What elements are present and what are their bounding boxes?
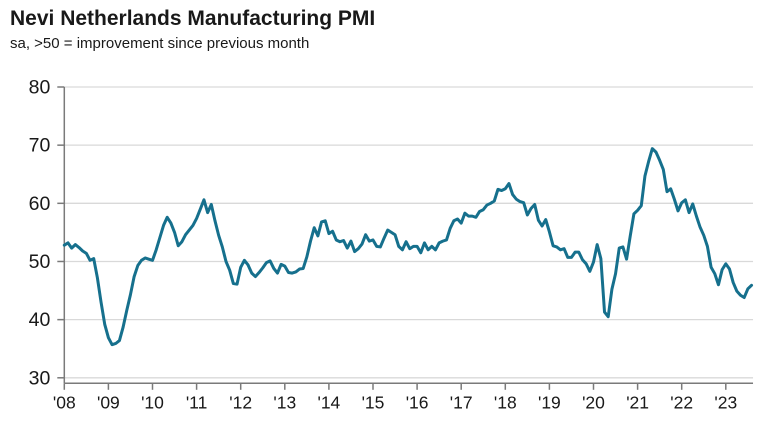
x-axis-label: '17 (450, 392, 473, 412)
x-axis-label: '18 (494, 392, 517, 412)
x-axis-label: '19 (538, 392, 561, 412)
y-axis-label: 40 (29, 309, 51, 331)
pmi-series-line (62, 147, 754, 347)
y-axis-label: 50 (29, 251, 51, 273)
y-axis-label: 70 (29, 135, 51, 157)
x-axis-label: '10 (141, 392, 164, 412)
x-axis-label: '23 (714, 392, 737, 412)
x-axis-label: '16 (406, 392, 429, 412)
x-axis-label: '09 (97, 392, 120, 412)
y-axis-label: 30 (29, 367, 51, 389)
x-axis-label: '14 (317, 392, 340, 412)
x-axis-label: '20 (582, 392, 605, 412)
y-axis-label: 60 (29, 193, 51, 215)
x-axis-label: '21 (626, 392, 649, 412)
x-axis-label: '11 (186, 392, 208, 412)
chart-title: Nevi Netherlands Manufacturing PMI (10, 7, 376, 30)
y-axis-label: 80 (29, 77, 51, 99)
x-axis-label: '22 (670, 392, 693, 412)
x-axis-label: '13 (273, 392, 296, 412)
x-axis-label: '15 (362, 392, 385, 412)
chart-header: Nevi Netherlands Manufacturing PMI sa, >… (10, 6, 375, 52)
chart-subtitle: sa, >50 = improvement since previous mon… (10, 35, 310, 53)
x-axis-label: '12 (229, 392, 252, 412)
x-axis-label: '08 (53, 392, 76, 412)
